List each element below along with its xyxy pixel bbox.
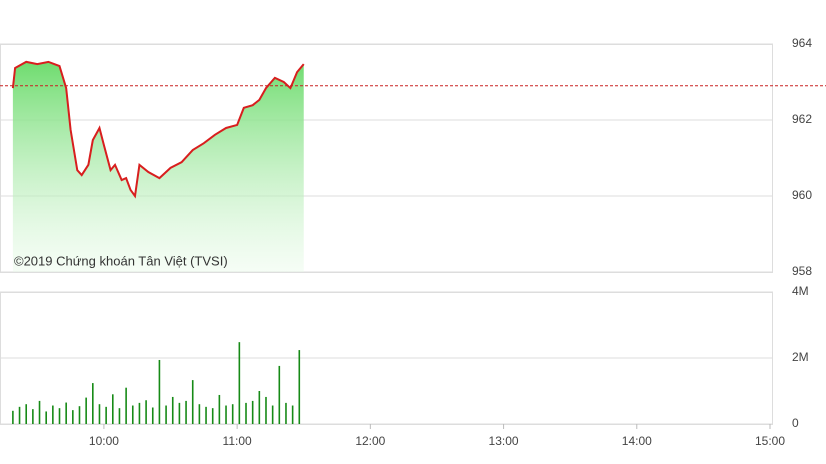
volume-bar — [238, 342, 241, 424]
volume-bar — [231, 404, 234, 424]
volume-bar — [131, 405, 134, 424]
volume-bar — [298, 350, 301, 424]
volume-bar — [271, 405, 274, 424]
x-tick-label: 12:00 — [355, 434, 385, 448]
volume-bar — [92, 383, 94, 424]
x-tick-label: 15:00 — [755, 434, 785, 448]
volume-bar — [151, 407, 154, 424]
volume-bar — [98, 404, 101, 424]
volume-bar — [65, 402, 67, 424]
y-tick-label: 960 — [792, 188, 812, 202]
volume-bar — [198, 404, 201, 424]
volume-bar — [265, 396, 267, 424]
volume-bar — [245, 402, 247, 424]
volume-bar — [138, 402, 141, 424]
volume-bar — [45, 411, 47, 424]
volume-bar — [191, 380, 194, 424]
volume-bar — [125, 387, 127, 424]
volume-bar — [171, 396, 174, 424]
volume-bar — [285, 402, 287, 424]
y-tick-label: 958 — [792, 264, 812, 278]
volume-bar — [118, 408, 121, 424]
volume-bar — [12, 410, 14, 424]
volume-bar — [25, 404, 28, 424]
volume-bar — [258, 391, 261, 424]
watermark: ©2019 Chứng khoán Tân Việt (TVSI) — [14, 253, 228, 268]
volume-bar — [52, 405, 54, 424]
y-tick-label: 4M — [792, 284, 809, 298]
volume-bar — [72, 410, 74, 424]
volume-bar — [105, 406, 107, 424]
volume-bar — [218, 394, 221, 424]
volume-bar — [178, 402, 181, 424]
volume-bar — [85, 397, 87, 424]
volume-bar — [38, 400, 41, 424]
volume-bar — [165, 405, 167, 424]
y-tick-label: 964 — [792, 36, 812, 50]
volume-bar — [205, 406, 207, 424]
y-tick-label: 0 — [792, 416, 799, 430]
volume-bar — [32, 409, 34, 424]
volume-bar — [278, 365, 281, 424]
x-tick-label: 10:00 — [89, 434, 119, 448]
volume-bar — [211, 408, 214, 424]
x-tick-label: 11:00 — [223, 434, 252, 448]
volume-bar — [251, 400, 254, 424]
volume-bar — [111, 394, 114, 424]
x-tick-label: 13:00 — [489, 434, 519, 448]
volume-bar — [58, 408, 61, 424]
y-tick-label: 962 — [792, 112, 812, 126]
volume-bar — [158, 359, 161, 424]
volume-bar — [185, 400, 187, 424]
price-area — [12, 61, 304, 272]
x-tick-label: 14:00 — [622, 434, 652, 448]
price-line — [11, 60, 305, 199]
volume-bar — [18, 406, 21, 424]
volume-bar — [225, 405, 227, 424]
volume-bar — [78, 406, 81, 424]
y-tick-label: 2M — [792, 350, 809, 364]
volume-bar — [291, 405, 294, 424]
volume-bar — [145, 400, 147, 424]
